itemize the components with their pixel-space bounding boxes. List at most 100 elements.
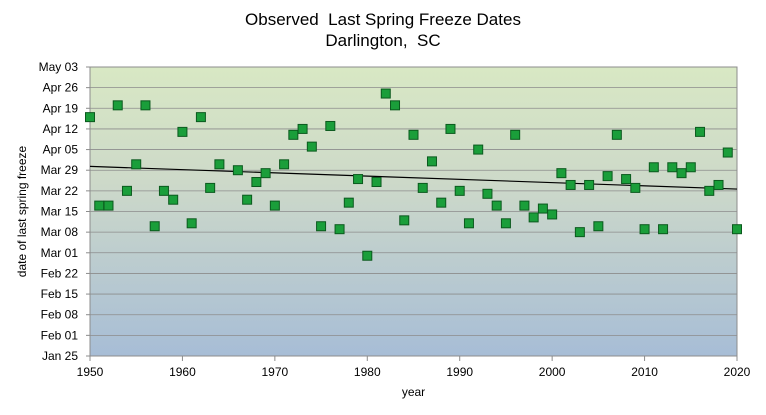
data-point — [390, 100, 401, 111]
x-tick-label: 1970 — [262, 365, 289, 379]
data-point — [214, 159, 225, 170]
data-point — [195, 112, 206, 123]
data-point — [482, 188, 493, 199]
data-point — [621, 174, 632, 185]
data-point — [547, 209, 558, 220]
y-tick-label: Mar 08 — [41, 225, 79, 239]
y-tick-label: Apr 26 — [43, 81, 79, 95]
data-point — [510, 129, 521, 140]
data-point — [519, 200, 530, 211]
y-tick-label: Mar 29 — [41, 163, 79, 177]
data-point — [611, 129, 622, 140]
x-axis-ticks: 1950 1960 1970 1980 1990 2000 2010 2020 — [77, 356, 751, 379]
data-point — [343, 197, 354, 208]
x-tick-label: 1960 — [169, 365, 196, 379]
x-tick-label: 2010 — [631, 365, 658, 379]
y-tick-label: Feb 22 — [41, 266, 79, 280]
data-point — [94, 200, 105, 211]
data-point — [593, 221, 604, 232]
data-point — [85, 112, 95, 123]
data-point — [676, 168, 687, 179]
data-point — [140, 100, 151, 111]
data-point — [685, 162, 696, 173]
x-tick-label: 1980 — [354, 365, 381, 379]
data-point — [473, 144, 484, 155]
data-point — [232, 165, 243, 176]
data-point — [362, 250, 373, 261]
data-point — [288, 129, 299, 140]
data-point — [316, 221, 327, 232]
data-point — [112, 100, 123, 111]
data-point — [667, 162, 678, 173]
data-point — [602, 171, 613, 182]
data-point — [168, 194, 179, 205]
data-point — [630, 182, 641, 193]
data-point — [279, 159, 290, 170]
y-tick-label: Mar 22 — [41, 184, 79, 198]
data-point — [353, 174, 364, 185]
data-point — [500, 218, 511, 229]
data-point — [260, 168, 271, 179]
data-point — [408, 129, 419, 140]
data-point — [251, 177, 262, 188]
data-point — [537, 203, 548, 214]
data-point — [325, 120, 336, 131]
data-point — [713, 179, 724, 190]
chart-title: Observed Last Spring Freeze Dates — [245, 10, 521, 29]
data-point — [371, 177, 382, 188]
y-axis-label: date of last spring freeze — [15, 145, 29, 277]
data-point — [186, 218, 197, 229]
data-point — [121, 185, 132, 196]
y-tick-label: Mar 15 — [41, 205, 79, 219]
data-point — [574, 227, 585, 238]
data-point — [149, 221, 160, 232]
data-point — [556, 168, 567, 179]
gridlines — [90, 66, 737, 357]
x-tick-label: 1990 — [446, 365, 473, 379]
x-axis-label: year — [402, 385, 425, 399]
x-tick-label: 2000 — [539, 365, 566, 379]
data-point — [722, 147, 733, 158]
data-point — [695, 126, 706, 137]
data-point — [205, 182, 216, 193]
data-point — [177, 126, 188, 137]
data-point — [436, 197, 447, 208]
data-point — [704, 185, 715, 196]
data-point — [131, 159, 142, 170]
data-point — [648, 162, 659, 173]
y-tick-label: Apr 12 — [43, 122, 79, 136]
y-tick-label: Feb 01 — [41, 328, 79, 342]
data-point — [732, 224, 742, 235]
y-tick-label: Jan 25 — [42, 349, 78, 363]
data-point — [639, 224, 650, 235]
y-axis-ticks: Jan 25 Feb 01 Feb 08 Feb 15 Feb 22 Mar 01 Mar … — [39, 60, 90, 363]
data-point — [103, 200, 114, 211]
y-tick-label: Apr 19 — [43, 101, 79, 115]
data-point — [158, 185, 169, 196]
data-point — [658, 224, 669, 235]
data-point — [454, 185, 465, 196]
data-point — [399, 215, 410, 226]
data-point — [584, 179, 595, 190]
data-point — [426, 156, 437, 167]
y-tick-label: May 03 — [39, 60, 79, 74]
x-tick-label: 2020 — [724, 365, 751, 379]
data-point — [334, 224, 345, 235]
y-tick-label: Feb 08 — [41, 308, 79, 322]
y-tick-label: Apr 05 — [43, 143, 79, 157]
data-point — [380, 88, 391, 99]
data-point — [306, 141, 317, 152]
data-point — [242, 194, 253, 205]
data-point — [528, 212, 539, 223]
data-point — [463, 218, 474, 229]
data-point — [565, 179, 576, 190]
y-tick-label: Feb 15 — [41, 287, 79, 301]
data-point — [491, 200, 502, 211]
x-tick-label: 1950 — [77, 365, 104, 379]
trend-line — [89, 165, 738, 190]
data-point — [269, 200, 280, 211]
data-point — [445, 123, 456, 134]
chart-subtitle: Darlington, SC — [325, 31, 441, 50]
data-points — [85, 88, 742, 261]
